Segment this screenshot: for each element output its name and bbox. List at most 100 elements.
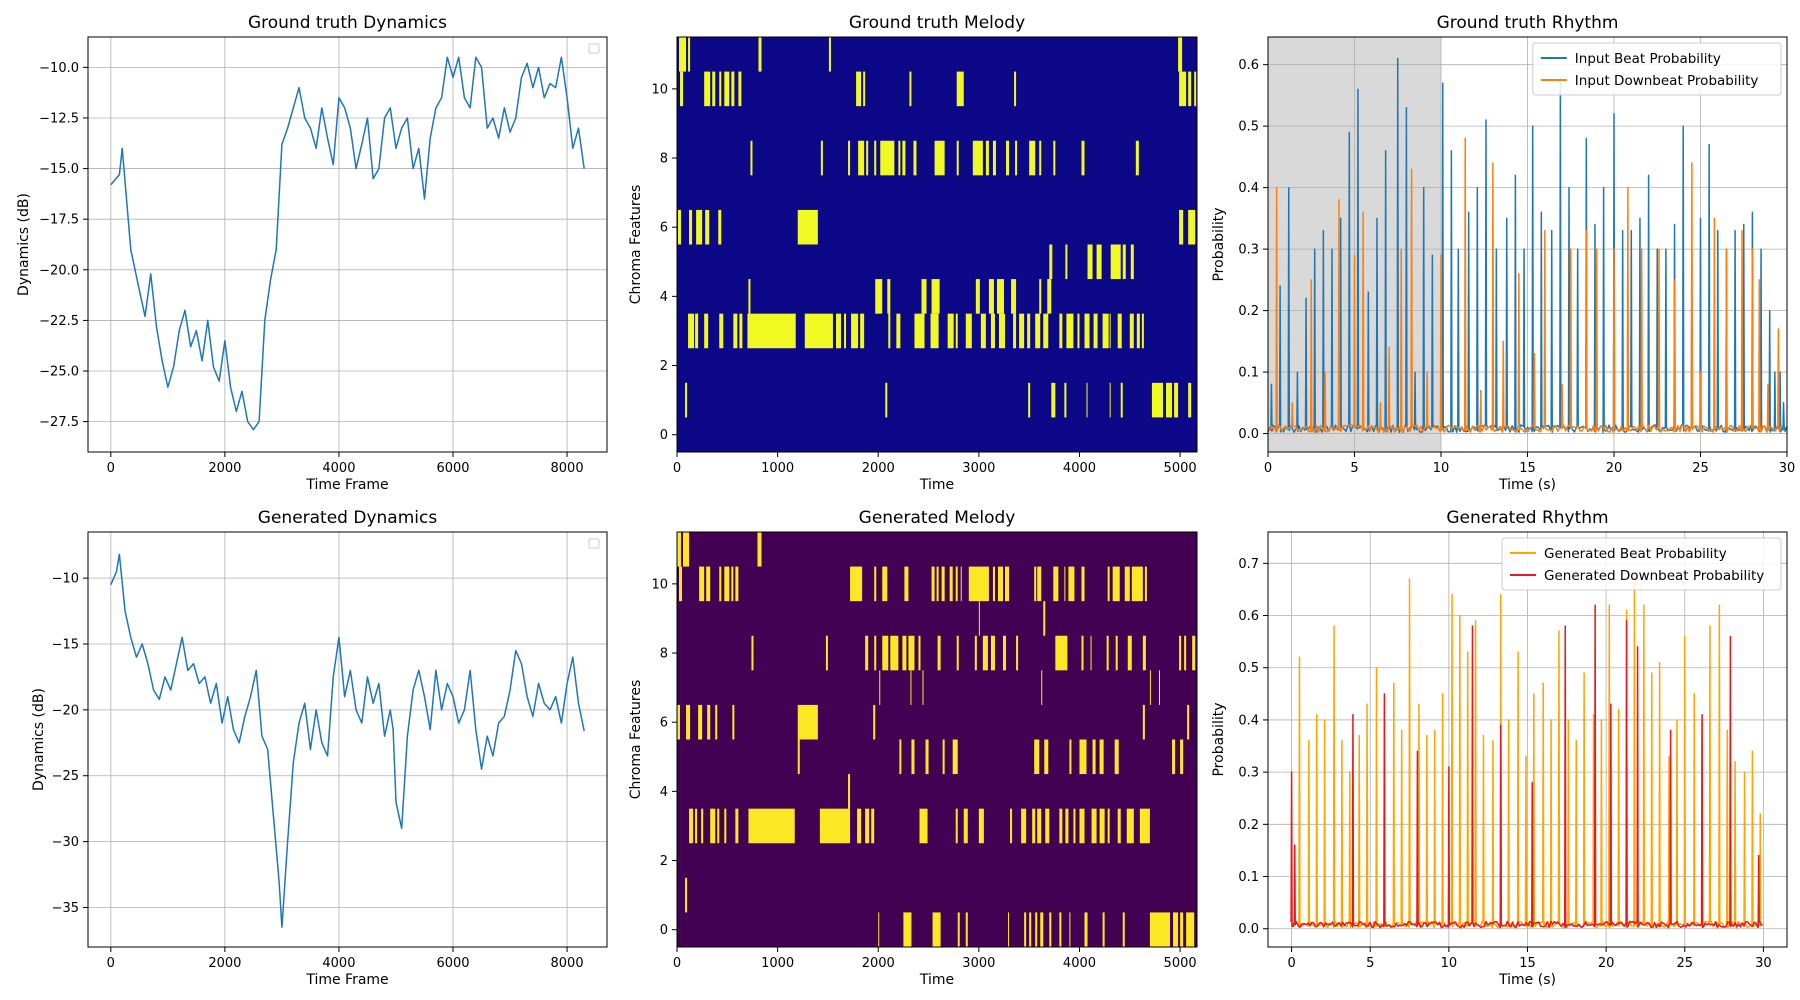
chroma-cell-5 [899, 739, 902, 775]
x-tick-label: 0 [1287, 956, 1295, 971]
chroma-cell-4 [887, 279, 891, 314]
chroma-cell-8 [1039, 140, 1042, 176]
chroma-cell-0 [1029, 912, 1032, 947]
chroma-cell-6 [678, 209, 682, 245]
chroma-cell-5 [1096, 244, 1102, 280]
chroma-cell-10 [1179, 71, 1187, 107]
chroma-cell-8 [750, 140, 753, 176]
x-tick-label: 5000 [1164, 461, 1197, 476]
chroma-cell-5 [1069, 739, 1072, 775]
chroma-cell-3 [955, 313, 958, 349]
chroma-cell-0 [932, 912, 941, 947]
chroma-cell-5 [942, 739, 945, 775]
chroma-cell-8 [902, 635, 907, 671]
chroma-cell-8 [1142, 635, 1146, 671]
chroma-cell-10 [1144, 566, 1147, 602]
chroma-cell-10 [936, 566, 939, 602]
y-tick-label: 0.2 [1238, 818, 1259, 833]
x-tick-label: 5000 [1164, 956, 1197, 971]
chroma-cell-10 [1124, 566, 1130, 602]
chroma-cell-8 [982, 635, 988, 671]
x-tick-label: 5 [1350, 461, 1358, 476]
axes-frame [87, 36, 608, 453]
chroma-cell-8 [865, 635, 869, 671]
chroma-cell-6 [797, 704, 818, 740]
chroma-cell-3 [1117, 808, 1121, 844]
chroma-cell-8 [937, 635, 941, 671]
x-axis-label: Time Frame [305, 972, 388, 988]
chroma-cell-8 [890, 635, 899, 671]
chroma-cell-5 [1065, 244, 1068, 280]
y-tick-label: 0 [660, 428, 668, 443]
subplot-2: 0 1000 2000 3000 4000 5000 0 2 4 6 8 10 Ground truth… [628, 13, 1198, 493]
chroma-cell-3 [1126, 808, 1134, 844]
y-tick-label: 4 [660, 785, 668, 800]
x-tick-label: 2000 [862, 461, 895, 476]
x-tick-label: 6000 [436, 461, 469, 476]
chroma-cell-10 [992, 566, 995, 602]
chroma-cell-4 [931, 279, 940, 314]
chroma-cell-3 [1136, 313, 1140, 349]
x-tick-label: 4000 [1063, 461, 1096, 476]
chroma-cell-6 [797, 209, 818, 245]
y-tick-label: 4 [660, 290, 668, 305]
y-tick-label: 2 [660, 854, 668, 869]
subplot-6: 0 5 10 15 20 25 30 0.0 0.1 0.2 0.3 0.4 0.5 0.6 0.7 Gene… [1211, 508, 1788, 988]
y-tick-label: −10 [52, 572, 79, 587]
chroma-cell-8 [902, 140, 906, 176]
chroma-cell-3 [1019, 313, 1025, 349]
y-tick-label: 0.4 [1238, 713, 1259, 728]
chroma-cell-4 [875, 279, 883, 314]
chroma-cell-4 [1047, 279, 1052, 314]
x-tick-label: 4000 [322, 461, 355, 476]
x-tick-label: 2000 [208, 956, 241, 971]
chroma-cell-0 [957, 912, 960, 947]
chroma-cell-3 [1043, 313, 1049, 349]
legend-entry: Generated Beat Probability [1544, 546, 1727, 562]
chroma-cell-3 [998, 313, 1006, 349]
chart-title: Generated Dynamics [258, 508, 438, 528]
chroma-cell-10 [960, 566, 962, 602]
chroma-cell-0 [1149, 912, 1171, 947]
x-tick-label: 25 [1692, 461, 1709, 476]
x-axis-label: Time [919, 477, 954, 493]
chroma-cell-3 [804, 313, 833, 349]
chroma-cell-4 [996, 279, 1005, 314]
series-line-2 [1290, 604, 1763, 929]
chroma-cell-3 [695, 808, 698, 844]
chroma-cell-11 [757, 532, 762, 567]
chart-title: Ground truth Rhythm [1437, 13, 1619, 33]
chroma-cell-8 [974, 635, 977, 671]
chroma-cell-6 [1188, 209, 1196, 245]
chroma-cell-10 [863, 71, 866, 107]
chroma-cell-4 [975, 279, 980, 314]
chroma-cell-11 [1178, 37, 1183, 72]
y-tick-label: 0.5 [1238, 661, 1259, 676]
chroma-cell-0 [1049, 912, 1052, 947]
chroma-cell-0 [965, 912, 968, 947]
chroma-cell-3 [719, 313, 724, 349]
y-axis-label: Probability [1211, 207, 1227, 281]
subplot-1: 0 2000 4000 6000 8000 −27.5 −25.0 −22.5 −20.0 −17… [16, 13, 608, 493]
chroma-cell-10 [904, 566, 909, 602]
chroma-cell-8 [908, 635, 915, 671]
y-tick-label: 0.3 [1238, 243, 1259, 258]
chroma-cell-3 [1091, 808, 1097, 844]
series-line-1 [110, 553, 585, 928]
x-tick-label: 0 [1264, 461, 1272, 476]
chroma-cell-8 [848, 140, 851, 176]
legend-box [1501, 537, 1782, 591]
chroma-cell-3 [978, 808, 984, 844]
chroma-cell-3 [1079, 808, 1085, 844]
chroma-cell-3 [819, 808, 851, 844]
y-tick-label: 8 [660, 647, 668, 662]
chroma-cell-3 [717, 808, 720, 844]
y-tick-label: −20 [52, 703, 79, 718]
chroma-cell-8 [956, 140, 959, 176]
chroma-cell-10 [997, 566, 1004, 602]
chroma-cell-10 [735, 566, 739, 602]
chroma-cell-0 [1035, 912, 1038, 947]
chroma-cell-8 [874, 140, 877, 176]
chroma-cell-10 [699, 566, 705, 602]
chroma-cell-8 [913, 140, 917, 176]
